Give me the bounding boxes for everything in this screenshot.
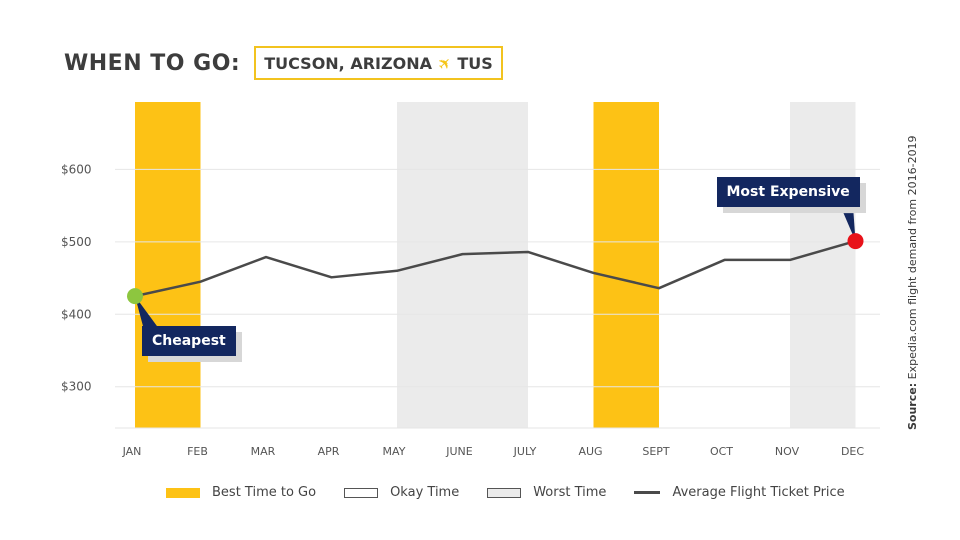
destination-name: TUCSON, ARIZONA: [264, 53, 432, 73]
x-tick-label: JUNE: [445, 445, 473, 458]
airport-code: TUS: [457, 53, 493, 73]
legend-swatch-best: [166, 487, 200, 498]
legend-item-okay: Okay Time: [344, 485, 459, 500]
x-tick-label: OCT: [710, 445, 733, 458]
x-tick-label: AUG: [578, 445, 602, 458]
x-tick-label: MAY: [383, 445, 406, 458]
x-tick-label: JULY: [513, 445, 537, 458]
x-tick-label: SEPT: [642, 445, 670, 458]
x-tick-label: NOV: [775, 445, 800, 458]
x-tick-label: APR: [318, 445, 340, 458]
y-tick-label: $600: [61, 162, 92, 176]
x-tick-label: JAN: [122, 445, 142, 458]
x-tick-label: FEB: [187, 445, 208, 458]
legend-label-line: Average Flight Ticket Price: [672, 485, 845, 500]
most-expensive-point: [847, 233, 864, 250]
band-worst-3: [790, 102, 856, 428]
chart-header: WHEN TO GO: TUCSON, ARIZONA ✈ TUS: [64, 46, 503, 80]
legend-item-line: Average Flight Ticket Price: [634, 485, 845, 500]
source-text: Expedia.com flight demand from 2016-2019: [906, 135, 919, 380]
legend-item-worst: Worst Time: [487, 485, 606, 500]
legend-swatch-worst: [487, 487, 522, 498]
band-best-2: [593, 102, 659, 428]
page-title: WHEN TO GO:: [64, 50, 241, 76]
legend-label-okay: Okay Time: [390, 485, 460, 500]
legend-swatch-okay: [344, 487, 379, 498]
legend-swatch-line: [634, 491, 661, 494]
y-tick-label: $300: [61, 380, 92, 394]
source-label: Source:: [906, 382, 919, 430]
x-tick-label: DEC: [841, 445, 864, 458]
band-best-0: [135, 102, 201, 428]
source-note: Source: Expedia.com flight demand from 2…: [906, 135, 919, 430]
cheapest-pointer: [135, 296, 157, 327]
destination-box: TUCSON, ARIZONA ✈ TUS: [254, 46, 503, 80]
chart-legend: Best Time to Go Okay Time Worst Time Ave…: [166, 485, 873, 500]
price-line: [134, 239, 856, 298]
cheapest-callout: Cheapest: [142, 326, 236, 357]
cheapest-point: [127, 288, 143, 305]
x-tick-label: MAR: [251, 445, 276, 458]
legend-label-best: Best Time to Go: [212, 485, 317, 500]
legend-label-worst: Worst Time: [533, 485, 607, 500]
y-tick-label: $500: [61, 235, 92, 249]
y-tick-label: $400: [61, 307, 92, 321]
most-expensive-callout: Most Expensive: [716, 177, 860, 208]
legend-item-best: Best Time to Go: [166, 485, 316, 500]
